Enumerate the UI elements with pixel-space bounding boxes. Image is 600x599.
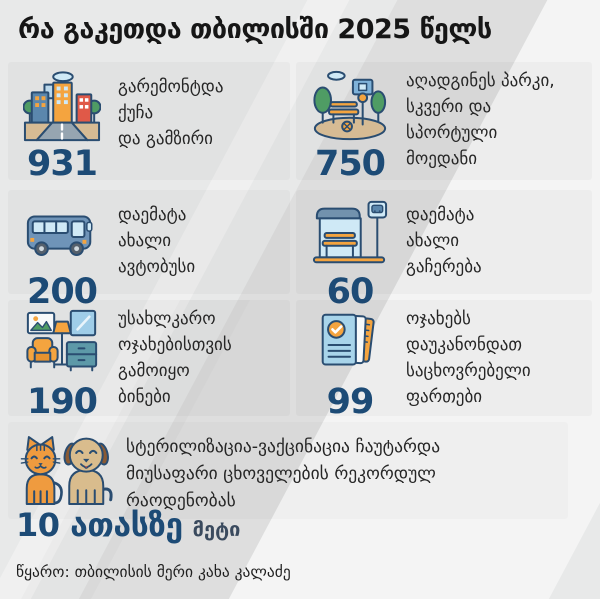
stat-card-bus-stops: 60 დაემატა ახალი გაჩერება <box>296 190 592 310</box>
highlight-label: სტერილიზაცია-ვაქცინაცია ჩაუტარდა მიუსაფა… <box>126 437 441 511</box>
park-icon <box>311 68 389 146</box>
documents-icon <box>311 306 389 384</box>
stat-card-apartments: 190 უსახლკარო ოჯახებისთვის გამოიყო ბინებ… <box>8 300 290 420</box>
stat-label: დაემატა ახალი გაჩერება <box>406 205 482 277</box>
stat-value: 931 <box>26 144 98 184</box>
stat-label: ოჯახებს დაუკანონდათ საცხოვრებელი ფართები <box>406 309 531 407</box>
stat-value: 99 <box>326 382 375 422</box>
street-icon <box>23 68 101 146</box>
stat-label: დაემატა ახალი ავტობუსი <box>118 205 196 277</box>
stat-card-buses: 200 დაემატა ახალი ავტობუსი <box>8 190 290 310</box>
highlight-value-suffix: მეტი <box>192 517 241 541</box>
stat-label: აღადგინეს პარკი, სკვერი და სპორტული მოედ… <box>406 71 555 169</box>
stat-card-legalized-homes: 99 ოჯახებს დაუკანონდათ საცხოვრებელი ფართ… <box>296 300 592 420</box>
furniture-icon <box>23 306 101 384</box>
highlight-value: 10 ათასზე მეტი <box>16 506 240 544</box>
stat-label: გარემონტდა ქუჩა და გამზირი <box>118 77 224 149</box>
page-title: რა გაკეთდა თბილისში 2025 წელს <box>18 14 492 45</box>
pets-icon <box>14 426 116 514</box>
highlight-value-number: 10 ათასზე <box>16 506 183 544</box>
bus-stop-icon <box>311 196 389 274</box>
stat-card-parks: 750 აღადგინეს პარკი, სკვერი და სპორტული … <box>296 62 592 184</box>
stat-value: 750 <box>314 144 386 184</box>
stat-label: უსახლკარო ოჯახებისთვის გამოიყო ბინები <box>118 309 232 407</box>
stat-value: 190 <box>26 382 98 422</box>
stat-value: 60 <box>326 272 375 312</box>
stat-card-streets: 931 გარემონტდა ქუჩა და გამზირი <box>8 62 290 184</box>
stat-value: 200 <box>26 272 98 312</box>
source-credit: წყარო: თბილისის მერი კახა კალაძე <box>16 563 291 581</box>
highlight-card-pets: სტერილიზაცია-ვაქცინაცია ჩაუტარდა მიუსაფა… <box>8 422 568 519</box>
bus-icon <box>23 196 101 274</box>
